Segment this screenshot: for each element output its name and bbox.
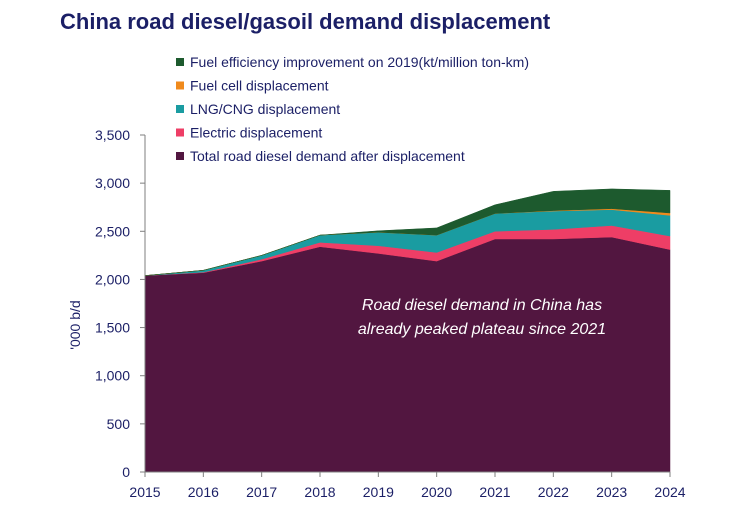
legend-label: LNG/CNG displacement bbox=[190, 101, 340, 117]
legend-swatch bbox=[176, 152, 184, 160]
x-tick-label: 2020 bbox=[421, 484, 452, 500]
y-tick-label: 500 bbox=[107, 416, 131, 432]
y-tick-label: 1,000 bbox=[95, 368, 130, 384]
legend: Fuel efficiency improvement on 2019(kt/m… bbox=[176, 54, 529, 164]
legend-swatch bbox=[176, 81, 184, 90]
legend-swatch bbox=[176, 58, 184, 66]
legend-label: Electric displacement bbox=[190, 125, 322, 141]
legend-label: Total road diesel demand after displacem… bbox=[190, 148, 465, 164]
x-tick-label: 2017 bbox=[246, 484, 277, 500]
area-series-0 bbox=[144, 236, 671, 473]
y-tick-label: 1,500 bbox=[95, 320, 130, 336]
y-tick-label: 3,500 bbox=[95, 127, 130, 143]
x-tick-label: 2018 bbox=[304, 484, 335, 500]
plot-areas bbox=[144, 188, 671, 473]
legend-swatch bbox=[176, 105, 184, 113]
x-tick-label: 2015 bbox=[129, 484, 160, 500]
x-tick-label: 2023 bbox=[596, 484, 627, 500]
y-tick-label: 3,000 bbox=[95, 175, 130, 191]
x-tick-label: 2021 bbox=[479, 484, 510, 500]
annotation-line: Road diesel demand in China has bbox=[362, 297, 602, 314]
annotation: Road diesel demand in China has already p… bbox=[358, 297, 606, 338]
y-tick-label: 2,000 bbox=[95, 271, 130, 287]
area-series-4 bbox=[144, 188, 671, 276]
x-tick-label: 2024 bbox=[654, 484, 685, 500]
x-tick-label: 2016 bbox=[188, 484, 219, 500]
y-axis-label: '000 b/d bbox=[67, 300, 83, 349]
y-tick-label: 0 bbox=[122, 464, 130, 480]
x-tick-label: 2022 bbox=[538, 484, 569, 500]
chart-title: China road diesel/gasoil demand displace… bbox=[60, 9, 551, 34]
y-tick-label: 2,500 bbox=[95, 223, 130, 239]
axes: 0 500 1,000 1,500 2,000 2,500 3,000 3,500 2015 20… bbox=[95, 127, 686, 500]
legend-label: Fuel cell displacement bbox=[190, 78, 329, 94]
legend-swatch bbox=[176, 128, 184, 137]
x-tick-label: 2019 bbox=[363, 484, 394, 500]
legend-label: Fuel efficiency improvement on 2019(kt/m… bbox=[190, 54, 529, 70]
annotation-line: already peaked plateau since 2021 bbox=[358, 321, 606, 338]
